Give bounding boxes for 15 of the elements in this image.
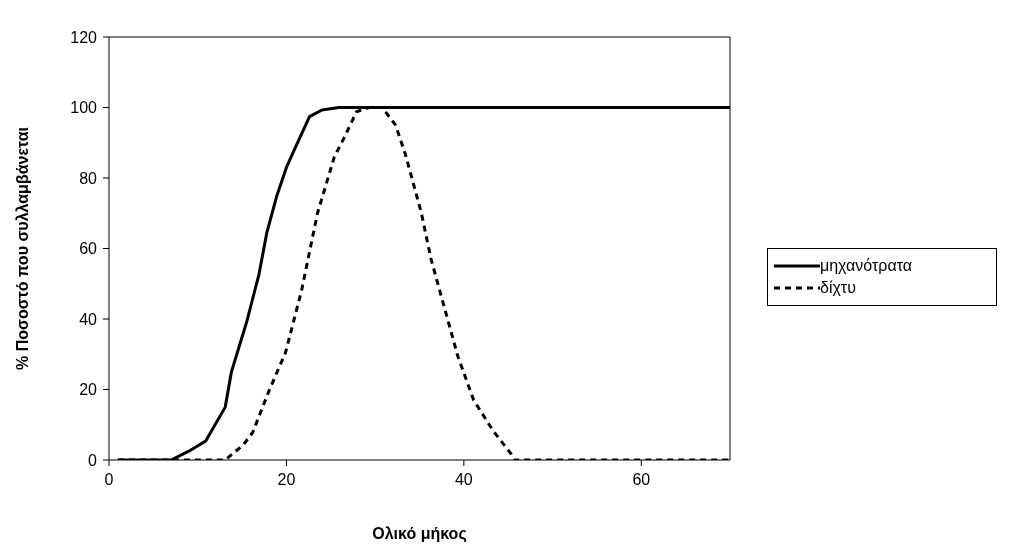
y-tick-label: 60 <box>79 240 98 258</box>
y-tick-label: 100 <box>70 99 98 117</box>
legend-label: μηχανότρατα <box>820 256 913 275</box>
legend-label: δίχτυ <box>820 278 856 297</box>
y-axis-title: % Ποσοστό που συλλαμβάνεται <box>13 127 31 370</box>
x-axis-title: Ολικό μήκος <box>372 525 467 543</box>
y-tick-label: 40 <box>79 310 98 328</box>
y-tick-label: 120 <box>70 28 98 46</box>
x-tick-label: 60 <box>632 471 651 489</box>
x-tick-label: 40 <box>454 471 473 489</box>
y-tick-label: 0 <box>88 451 98 469</box>
y-tick-label: 20 <box>79 381 98 399</box>
x-tick-label: 0 <box>104 471 114 489</box>
x-tick-label: 20 <box>277 471 296 489</box>
y-tick-label: 80 <box>79 169 98 187</box>
